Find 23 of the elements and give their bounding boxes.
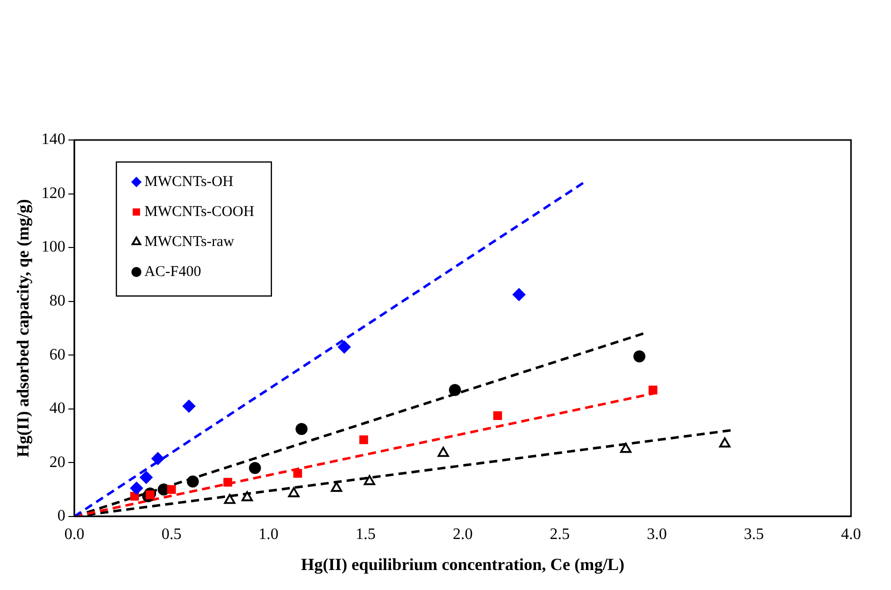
y-tick-label: 100 — [41, 238, 66, 256]
x-tick-label: 0.5 — [161, 526, 182, 544]
y-tick-label: 140 — [41, 131, 66, 148]
x-axis-title: Hg(II) equilibrium concentration, Ce (mg/L) — [300, 555, 624, 574]
y-tick-label: 40 — [49, 400, 66, 418]
y-tick-label: 80 — [49, 292, 66, 310]
x-tick-label: 3.0 — [646, 526, 667, 544]
y-tick-label: 20 — [49, 454, 66, 471]
y-tick-label: 120 — [41, 184, 66, 202]
x-tick-label: 4.0 — [841, 526, 861, 544]
y-tick-label: 60 — [49, 346, 66, 364]
legend-label: MWCNTs-COOH — [144, 204, 254, 220]
legend-label: AC-F400 — [144, 264, 202, 280]
x-tick-label: 3.5 — [744, 526, 764, 544]
x-tick-label: 1.0 — [258, 526, 279, 544]
x-tick-label: 2.0 — [452, 526, 473, 544]
legend-label: MWCNTs-OH — [144, 174, 234, 190]
x-tick-label: 0.0 — [64, 526, 84, 544]
x-tick-label: 1.5 — [356, 526, 376, 544]
y-tick-label: 0 — [57, 508, 66, 525]
y-axis-title: Hg(II) adsorbed capacity, qe (mg/g) — [14, 199, 33, 458]
x-tick-label: 2.5 — [550, 526, 570, 544]
legend-label: MWCNTs-raw — [144, 234, 234, 250]
